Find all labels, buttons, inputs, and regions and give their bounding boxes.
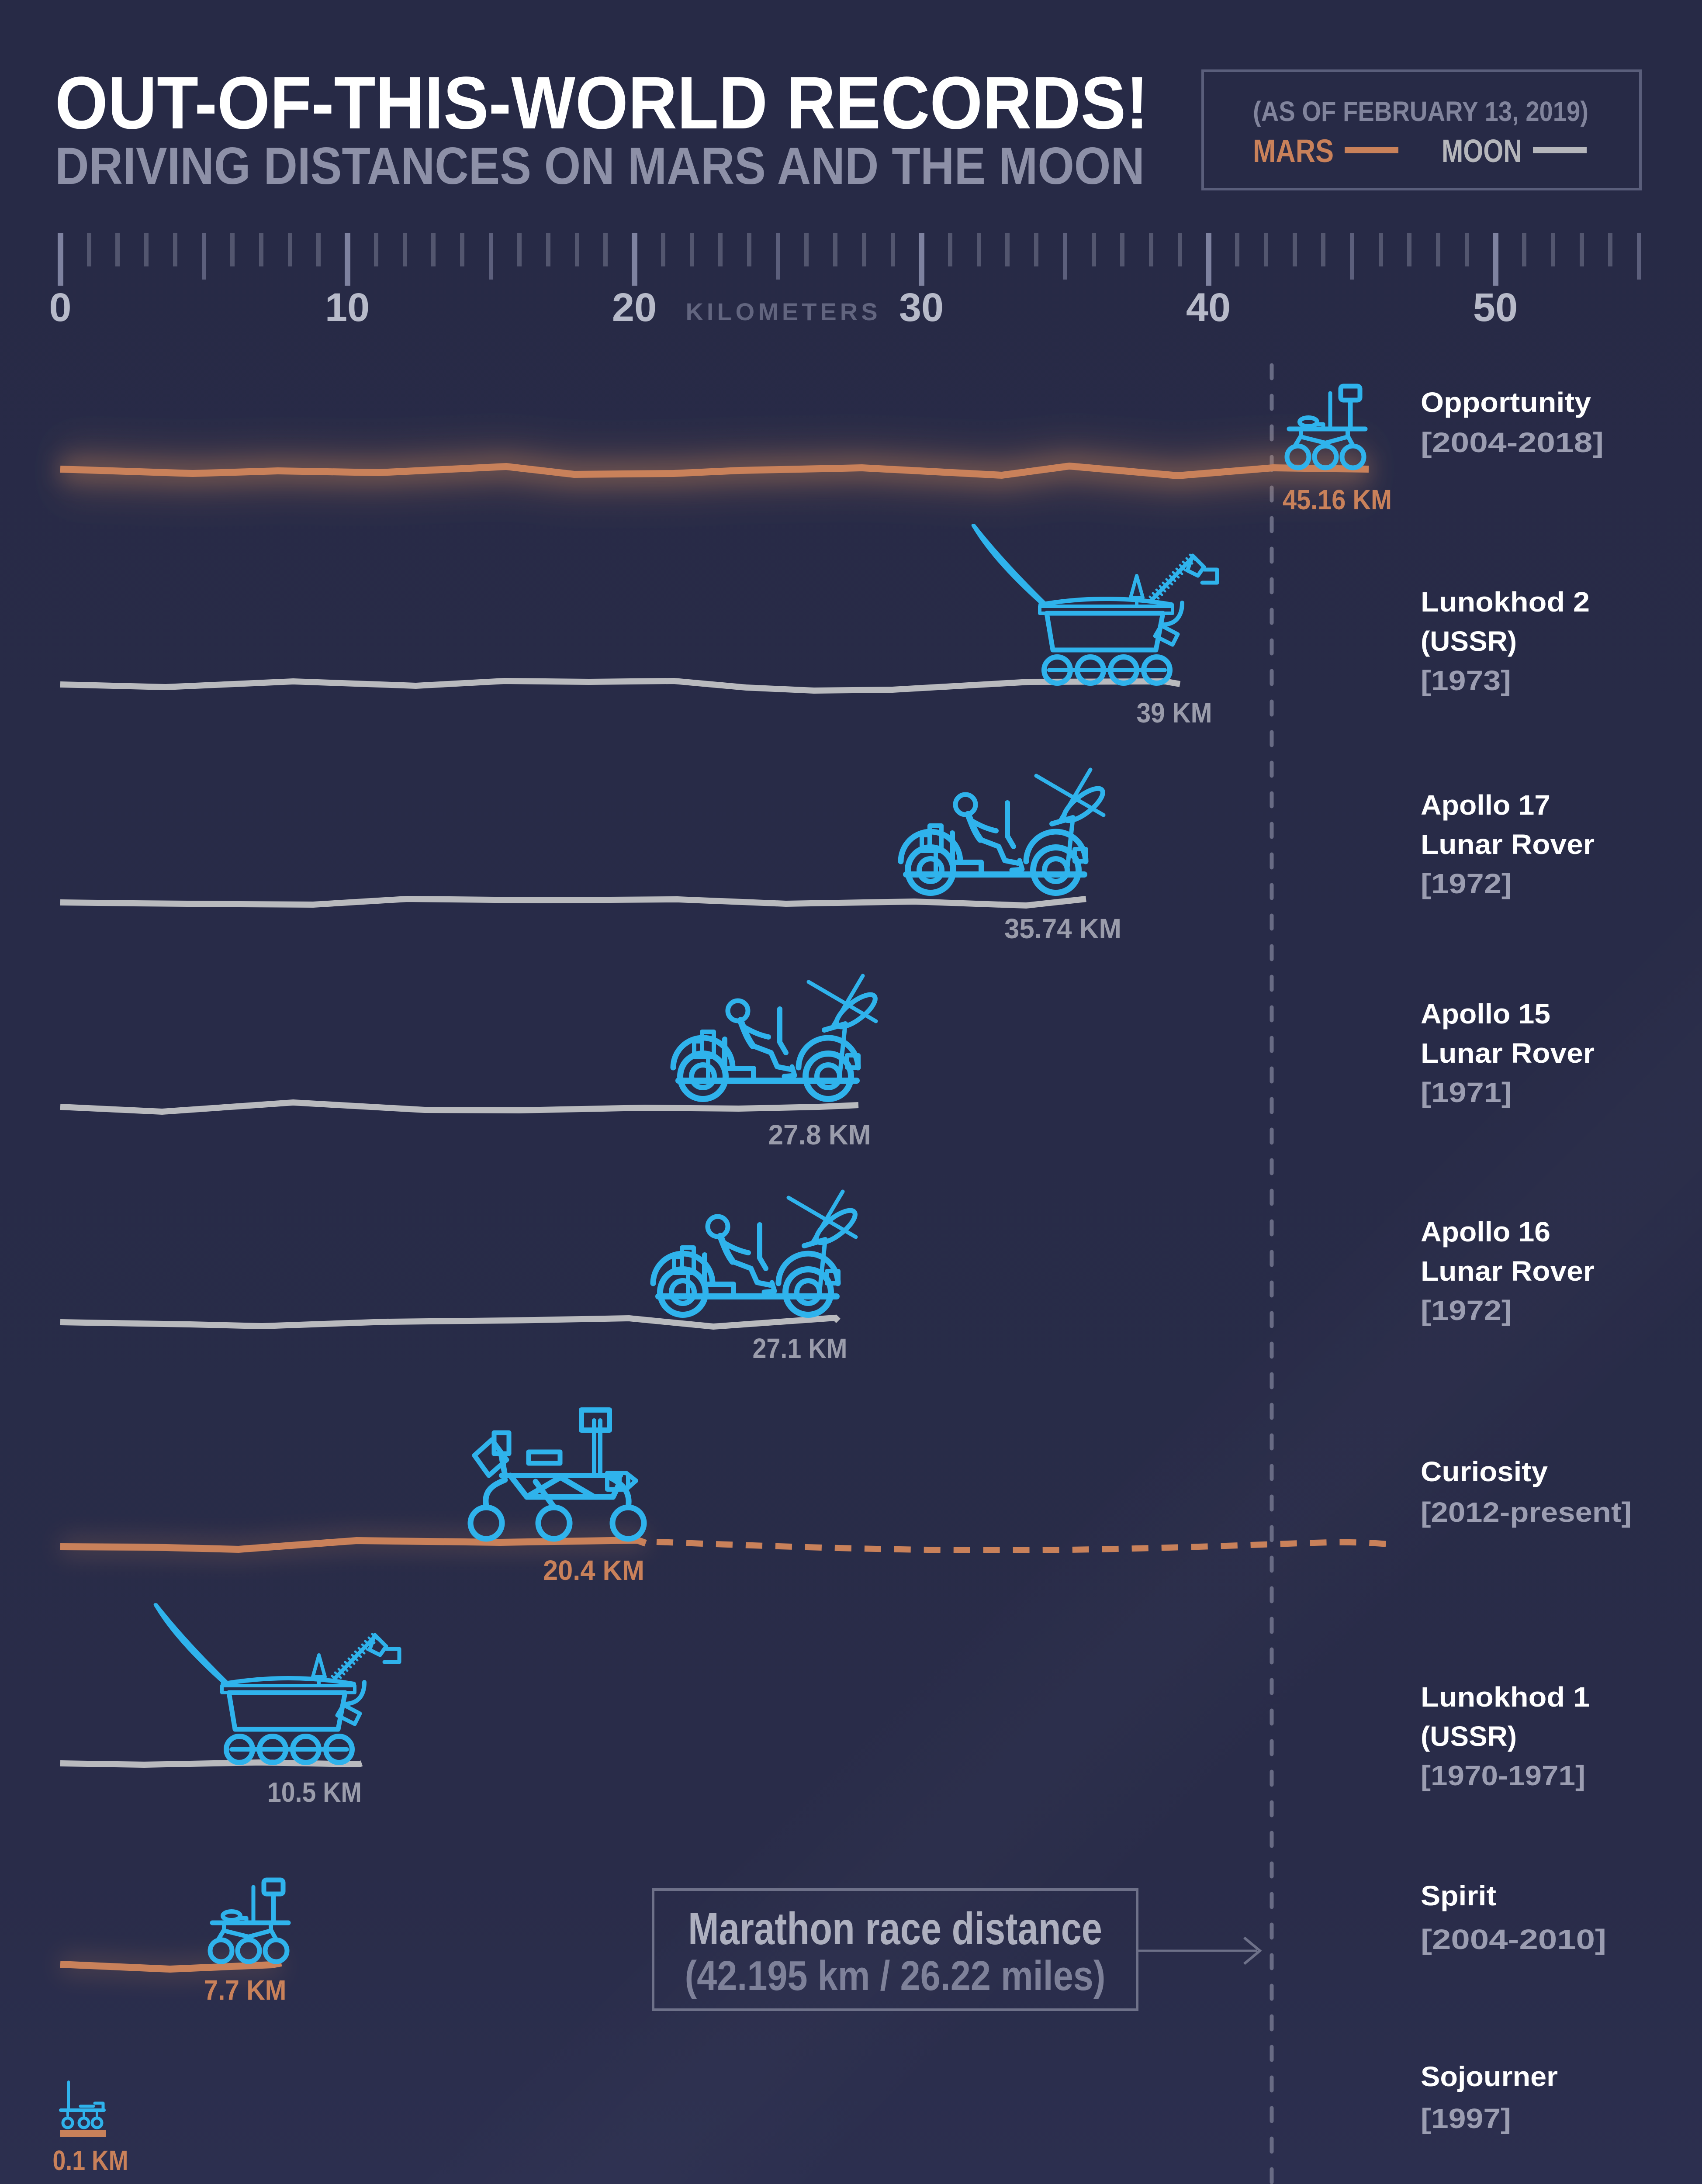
- svg-text:Opportunity: Opportunity: [1421, 387, 1591, 418]
- svg-text:Lunar Rover: Lunar Rover: [1421, 1255, 1595, 1287]
- svg-text:Marathon race distance: Marathon race distance: [688, 1904, 1102, 1954]
- svg-text:(USSR): (USSR): [1421, 625, 1517, 657]
- svg-text:7.7 KM: 7.7 KM: [204, 1974, 287, 2006]
- svg-text:MARS: MARS: [1253, 133, 1334, 169]
- svg-text:Spirit: Spirit: [1421, 1880, 1496, 1911]
- svg-text:Apollo 16: Apollo 16: [1421, 1216, 1550, 1248]
- svg-text:40: 40: [1186, 285, 1231, 330]
- svg-text:20: 20: [612, 285, 657, 330]
- svg-text:[1972]: [1972]: [1421, 868, 1512, 899]
- svg-text:[1971]: [1971]: [1421, 1077, 1512, 1108]
- svg-text:30: 30: [899, 285, 944, 330]
- svg-text:Lunar Rover: Lunar Rover: [1421, 829, 1595, 860]
- svg-text:10: 10: [325, 285, 370, 330]
- svg-text:39 KM: 39 KM: [1137, 697, 1212, 729]
- svg-text:Lunar Rover: Lunar Rover: [1421, 1037, 1595, 1069]
- svg-text:27.1 KM: 27.1 KM: [753, 1333, 848, 1364]
- svg-text:DRIVING DISTANCES ON MARS AND: DRIVING DISTANCES ON MARS AND THE MOON: [55, 137, 1145, 195]
- svg-text:[1997]: [1997]: [1421, 2103, 1511, 2134]
- svg-text:[1970-1971]: [1970-1971]: [1421, 1760, 1585, 1791]
- svg-text:[1973]: [1973]: [1421, 665, 1511, 696]
- svg-text:[1972]: [1972]: [1421, 1295, 1512, 1326]
- svg-text:35.74 KM: 35.74 KM: [1004, 913, 1121, 944]
- svg-text:10.5 KM: 10.5 KM: [267, 1776, 362, 1808]
- svg-text:27.8 KM: 27.8 KM: [768, 1119, 871, 1151]
- svg-text:MOON: MOON: [1442, 133, 1522, 169]
- svg-text:Lunokhod 2: Lunokhod 2: [1421, 586, 1590, 618]
- svg-text:Apollo 17: Apollo 17: [1421, 789, 1550, 821]
- svg-text:(USSR): (USSR): [1421, 1721, 1517, 1752]
- svg-text:[2012-present]: [2012-present]: [1421, 1496, 1632, 1528]
- svg-text:0.1 KM: 0.1 KM: [53, 2145, 128, 2176]
- svg-text:Apollo 15: Apollo 15: [1421, 998, 1550, 1030]
- svg-text:OUT-OF-THIS-WORLD RECORDS!: OUT-OF-THIS-WORLD RECORDS!: [55, 62, 1149, 145]
- svg-text:(42.195 km / 26.22 miles): (42.195 km / 26.22 miles): [685, 1952, 1106, 1999]
- svg-text:50: 50: [1473, 285, 1518, 330]
- svg-text:Sojourner: Sojourner: [1421, 2061, 1558, 2092]
- svg-text:45.16 KM: 45.16 KM: [1283, 484, 1392, 515]
- svg-text:0: 0: [49, 285, 71, 330]
- svg-text:KILOMETERS: KILOMETERS: [685, 298, 881, 325]
- svg-text:Lunokhod 1: Lunokhod 1: [1421, 1681, 1590, 1713]
- svg-text:[2004-2018]: [2004-2018]: [1421, 427, 1604, 458]
- svg-text:20.4 KM: 20.4 KM: [543, 1555, 644, 1586]
- svg-text:Curiosity: Curiosity: [1421, 1456, 1548, 1487]
- svg-text:(AS OF FEBRUARY 13, 2019): (AS OF FEBRUARY 13, 2019): [1253, 96, 1588, 127]
- svg-text:[2004-2010]: [2004-2010]: [1421, 1924, 1606, 1955]
